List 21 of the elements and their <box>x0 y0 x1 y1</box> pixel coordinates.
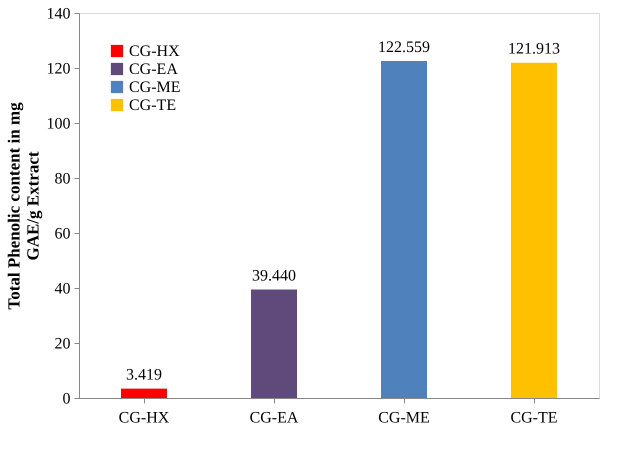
x-tick-label: CG-ME <box>378 410 430 426</box>
legend-label: CG-TE <box>129 97 176 114</box>
y-axis-title: Total Phenolic content in mg GAE/g Extract <box>4 102 42 310</box>
y-tick-label: 80 <box>54 170 70 188</box>
y-tick-label: 100 <box>46 116 70 132</box>
data-label: 39.440 <box>252 268 296 285</box>
y-tick-label: 20 <box>54 336 70 352</box>
data-label: 122.559 <box>378 38 430 56</box>
legend-label: CG-EA <box>129 61 178 78</box>
y-tick-label: 0 <box>62 390 70 408</box>
y-tick-label: 140 <box>46 6 70 22</box>
y-tick-label: 60 <box>54 226 70 242</box>
x-tick-label: CG-TE <box>510 410 558 426</box>
y-tick-label: 40 <box>54 280 70 298</box>
x-tick-label: CG-EA <box>250 410 299 426</box>
data-label: 3.419 <box>126 366 162 384</box>
data-label: 121.913 <box>508 40 560 58</box>
y-tick-label: 120 <box>46 60 70 78</box>
legend-label: CG-HX <box>129 43 180 60</box>
legend-label: CG-ME <box>129 79 181 96</box>
x-tick-label: CG-HX <box>118 410 170 426</box>
